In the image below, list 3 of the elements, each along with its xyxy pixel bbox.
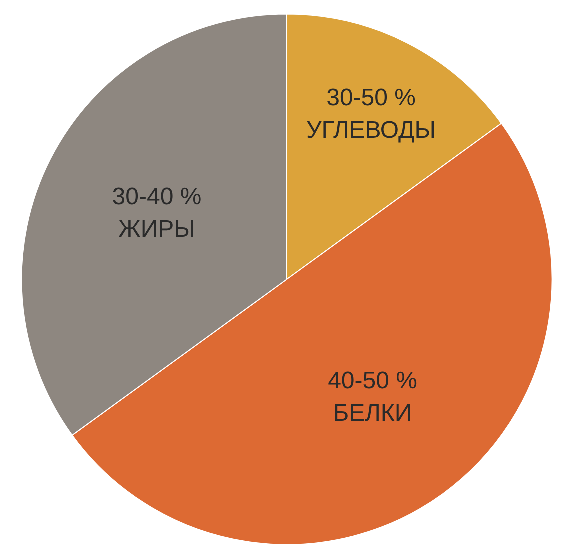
slice-label: 30-40 % ЖИРЫ [112, 184, 202, 244]
slice-label: 40-50 % БЕЛКИ [328, 368, 418, 428]
slice-label: 30-50 % УГЛЕВОДЫ [306, 84, 436, 144]
